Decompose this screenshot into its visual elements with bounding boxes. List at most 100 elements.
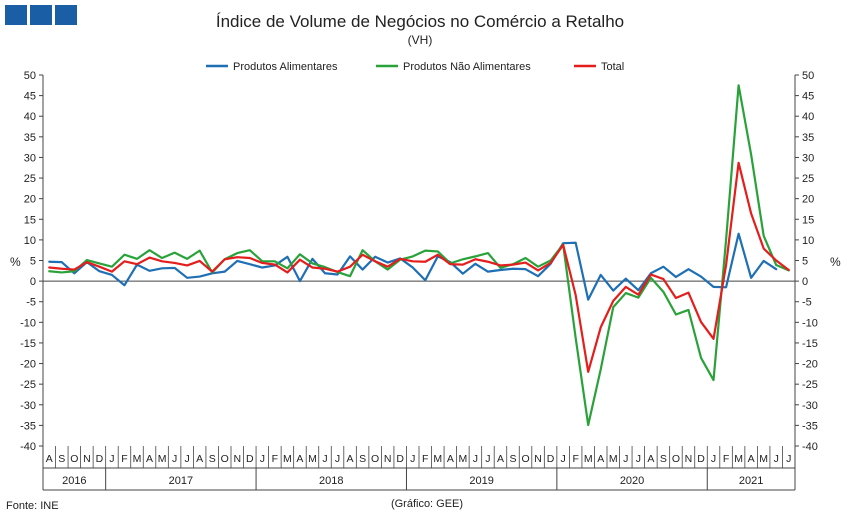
y-axis-label-right: % [830, 255, 841, 269]
y-tick-label-right: 0 [802, 276, 808, 288]
x-tick-label-month: J [322, 453, 327, 465]
x-tick-label-month: A [347, 453, 354, 465]
x-tick-label-month: M [283, 453, 292, 465]
y-tick-label-right: 5 [802, 256, 808, 268]
y-tick-label-left: -15 [20, 338, 36, 350]
x-tick-label-month: S [509, 453, 516, 465]
y-tick-label-left: 50 [24, 70, 36, 82]
source-note: Fonte: INE [6, 500, 59, 512]
y-tick-label-left: 5 [30, 256, 36, 268]
x-tick-label-month: J [172, 453, 177, 465]
series-line-produtos-nao-alimentares [48, 84, 790, 427]
x-tick-label-month: A [597, 453, 604, 465]
credit-note: (Gráfico: GEE) [391, 498, 463, 510]
x-tick-label-month: N [384, 453, 392, 465]
y-tick-label-left: 20 [24, 194, 36, 206]
y-tick-label-right: 45 [802, 91, 814, 103]
x-tick-label-month: J [711, 453, 716, 465]
x-tick-label-month: J [109, 453, 114, 465]
legend-label-total: Total [601, 61, 624, 73]
logo-block-1 [5, 5, 27, 25]
x-tick-label-month: J [410, 453, 415, 465]
y-tick-label-left: 35 [24, 132, 36, 144]
x-tick-label-month: J [335, 453, 340, 465]
chart-title: Índice de Volume de Negócios no Comércio… [216, 12, 624, 31]
x-tick-label-month: F [572, 453, 578, 465]
y-tick-label-left: -20 [20, 359, 36, 371]
x-tick-label-month: A [146, 453, 153, 465]
x-tick-label-year: 2017 [169, 475, 193, 487]
y-tick-label-right: 50 [802, 70, 814, 82]
x-tick-label-month: M [609, 453, 618, 465]
x-tick-label-month: M [158, 453, 167, 465]
y-tick-label-left: -25 [20, 379, 36, 391]
x-tick-label-year: 2019 [469, 475, 493, 487]
x-tick-label-month: J [473, 453, 478, 465]
x-tick-label-month: J [561, 453, 566, 465]
x-tick-label-year: 2018 [319, 475, 343, 487]
y-tick-label-right: 20 [802, 194, 814, 206]
chart-subtitle: (VH) [408, 33, 433, 47]
y-tick-label-left: 10 [24, 235, 36, 247]
x-tick-label-month: D [396, 453, 404, 465]
y-tick-label-left: -10 [20, 317, 36, 329]
y-tick-label-right: 15 [802, 214, 814, 226]
series-line-total [48, 161, 790, 373]
x-tick-label-month: N [83, 453, 91, 465]
x-tick-label-month: O [672, 453, 680, 465]
y-tick-label-right: -10 [802, 317, 818, 329]
x-tick-label-month: O [521, 453, 529, 465]
x-tick-label-month: S [359, 453, 366, 465]
y-tick-label-right: -25 [802, 379, 818, 391]
y-tick-label-right: -5 [802, 297, 812, 309]
y-tick-label-right: -15 [802, 338, 818, 350]
y-tick-label-left: 0 [30, 276, 36, 288]
x-tick-label-month: J [485, 453, 490, 465]
x-tick-label-month: M [458, 453, 467, 465]
y-tick-label-right: 30 [802, 152, 814, 164]
y-tick-label-right: 25 [802, 173, 814, 185]
y-tick-label-left: 30 [24, 152, 36, 164]
y-tick-label-right: 40 [802, 111, 814, 123]
series-layer [48, 84, 790, 427]
x-tick-label-month: D [96, 453, 104, 465]
x-tick-label-month: A [748, 453, 755, 465]
y-tick-label-left: 25 [24, 173, 36, 185]
x-tick-label-year: 2021 [739, 475, 763, 487]
y-tick-label-right: -35 [802, 420, 818, 432]
y-tick-label-right: -40 [802, 441, 818, 453]
x-tick-label-month: A [46, 453, 53, 465]
x-tick-label-month: F [723, 453, 729, 465]
y-tick-label-right: 10 [802, 235, 814, 247]
x-tick-label-month: D [246, 453, 254, 465]
x-tick-label-month: A [196, 453, 203, 465]
x-tick-label-month: A [447, 453, 454, 465]
x-tick-label-year: 2016 [62, 475, 86, 487]
x-tick-label-month: A [497, 453, 504, 465]
x-tick-label-month: M [584, 453, 593, 465]
x-tick-label-month: J [774, 453, 779, 465]
y-tick-label-right: -30 [802, 400, 818, 412]
y-tick-label-left: -40 [20, 441, 36, 453]
y-tick-label-right: 35 [802, 132, 814, 144]
x-tick-label-month: M [133, 453, 142, 465]
x-tick-label-month: A [296, 453, 303, 465]
logo-block-3 [55, 5, 77, 25]
legend: Produtos Alimentares Produtos Não Aliment… [206, 61, 624, 73]
x-tick-label-month: J [636, 453, 641, 465]
y-tick-label-left: -5 [26, 297, 36, 309]
logo [5, 5, 77, 25]
x-tick-label-month: F [272, 453, 278, 465]
legend-label-produtos-nao-alimentares: Produtos Não Alimentares [403, 61, 531, 73]
legend-label-produtos-alimentares: Produtos Alimentares [233, 61, 338, 73]
y-tick-label-right: -20 [802, 359, 818, 371]
x-tick-label-month: M [433, 453, 442, 465]
y-axis-label-left: % [10, 255, 21, 269]
x-tick-label-month: M [759, 453, 768, 465]
x-tick-label-month: J [786, 453, 791, 465]
y-tick-label-left: -35 [20, 420, 36, 432]
x-tick-label-month: M [308, 453, 317, 465]
x-tick-label-month: D [547, 453, 555, 465]
